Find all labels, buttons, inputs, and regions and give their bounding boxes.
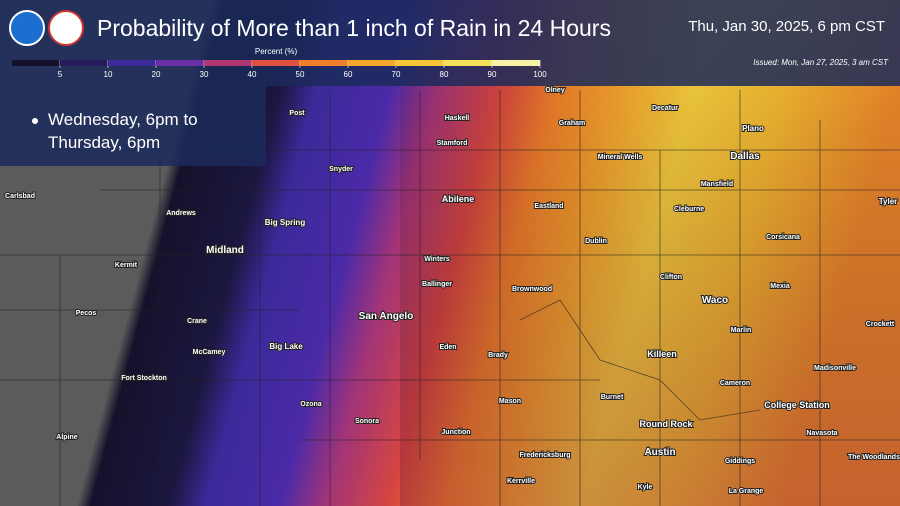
city-label: Graham xyxy=(559,120,585,127)
city-label: Killeen xyxy=(647,349,677,359)
legend-tick-label: 50 xyxy=(296,70,305,79)
city-label: Ozona xyxy=(300,401,321,408)
period: Wednesday, 6pm to Thursday, 6pm xyxy=(48,110,198,152)
city-label: Mansfield xyxy=(701,181,733,188)
legend-tick-label: 20 xyxy=(152,70,161,79)
legend-tick-label: 90 xyxy=(488,70,497,79)
city-label: Kermit xyxy=(115,262,138,269)
legend-tick-label: 70 xyxy=(392,70,401,79)
city-label: Eden xyxy=(439,344,456,351)
city-label: Fort Stockton xyxy=(121,375,167,382)
city-label: Big Lake xyxy=(269,342,303,351)
legend-swatch xyxy=(396,60,444,66)
city-label: Junction xyxy=(441,429,470,436)
valid-time: Thu, Jan 30, 2025, 6 pm CST xyxy=(688,18,885,35)
city-label: Clifton xyxy=(660,274,682,281)
city-label: Dublin xyxy=(585,238,607,245)
city-label: Eastland xyxy=(534,203,563,210)
city-label: Mineral Wells xyxy=(598,154,643,161)
city-label: Mason xyxy=(499,398,521,405)
city-label: Winters xyxy=(424,256,450,263)
legend-swatch xyxy=(60,60,108,66)
period-wrap: Wednesday, 6pm to Thursday, 6pm xyxy=(48,110,198,152)
city-label: Haskell xyxy=(445,115,470,122)
county-lines xyxy=(0,90,900,506)
city-label: Plano xyxy=(742,124,764,133)
legend-tick-label: 80 xyxy=(440,70,449,79)
city-label: Fredericksburg xyxy=(520,452,571,459)
legend-tick-label: 10 xyxy=(104,70,113,79)
city-label: Kerrville xyxy=(507,478,535,485)
city-label: Dallas xyxy=(730,151,760,162)
legend-swatch xyxy=(300,60,348,66)
city-label: Decatur xyxy=(652,105,678,112)
city-label: Ballinger xyxy=(422,281,452,288)
nws-logo xyxy=(48,10,84,46)
city-label: San Angelo xyxy=(359,311,414,322)
city-label: Snyder xyxy=(329,166,353,173)
city-label: College Station xyxy=(764,400,830,410)
legend: 5 10 20 30 40 50 60 70 80 90 100 xyxy=(12,60,547,79)
city-label: Pecos xyxy=(76,310,97,317)
city-label: Brownwood xyxy=(512,286,552,293)
city-label: Mexia xyxy=(770,283,790,290)
bullet xyxy=(32,118,38,124)
city-label: Kyle xyxy=(638,484,653,491)
city-label: Post xyxy=(289,110,305,117)
legend-swatch xyxy=(492,60,540,66)
city-label: Tyler xyxy=(879,197,898,206)
city-label: Crane xyxy=(187,318,207,325)
city-label: Stamford xyxy=(437,140,468,147)
legend-swatch xyxy=(156,60,204,66)
city-label: Cameron xyxy=(720,380,750,387)
city-label: Burnet xyxy=(601,394,624,401)
city-label: Alpine xyxy=(56,434,77,441)
city-label: Waco xyxy=(702,295,728,306)
city-labels: Post Olney Haskell Graham Decatur Plano Stamfo… xyxy=(4,86,900,496)
city-label: Crockett xyxy=(866,321,895,328)
city-label: Round Rock xyxy=(640,419,694,429)
legend-tick-label: 5 xyxy=(58,70,63,79)
legend-swatch xyxy=(108,60,156,66)
legend-title: Percent (%) xyxy=(255,47,298,56)
city-label: Cleburne xyxy=(674,206,704,213)
city-label: Abilene xyxy=(442,194,475,204)
city-label: McCamey xyxy=(193,349,226,356)
city-label: Olney xyxy=(545,87,565,94)
city-label: Brady xyxy=(488,352,508,359)
city-label: Sonora xyxy=(355,418,379,425)
legend-swatch xyxy=(12,60,60,66)
city-label: Big Spring xyxy=(265,218,306,227)
city-label: Marlin xyxy=(731,327,752,334)
legend-swatch xyxy=(204,60,252,66)
legend-swatch xyxy=(252,60,300,66)
legend-tick-label: 40 xyxy=(248,70,257,79)
city-label: Navasota xyxy=(806,430,837,437)
title: Probability of More than 1 inch of Rain … xyxy=(97,15,611,41)
city-label: Midland xyxy=(206,245,244,256)
legend-swatch xyxy=(348,60,396,66)
city-label: Giddings xyxy=(725,458,755,465)
city-label: Andrews xyxy=(166,210,196,217)
legend-swatch xyxy=(444,60,492,66)
city-label: Carlsbad xyxy=(5,193,35,200)
city-label: The Woodlands xyxy=(848,454,900,461)
legend-tick-label: 60 xyxy=(344,70,353,79)
city-label: La Grange xyxy=(729,488,764,495)
city-label: Corsicana xyxy=(766,234,800,241)
legend-tick-label: 30 xyxy=(200,70,209,79)
header-band xyxy=(0,0,900,86)
city-label: Madisonville xyxy=(814,365,856,372)
noaa-logo xyxy=(9,10,45,46)
issued: Issued: Mon, Jan 27, 2025, 3 am CST xyxy=(753,58,889,67)
legend-tick-label: 100 xyxy=(533,70,547,79)
city-label: Austin xyxy=(644,447,675,458)
period-box xyxy=(0,86,266,166)
